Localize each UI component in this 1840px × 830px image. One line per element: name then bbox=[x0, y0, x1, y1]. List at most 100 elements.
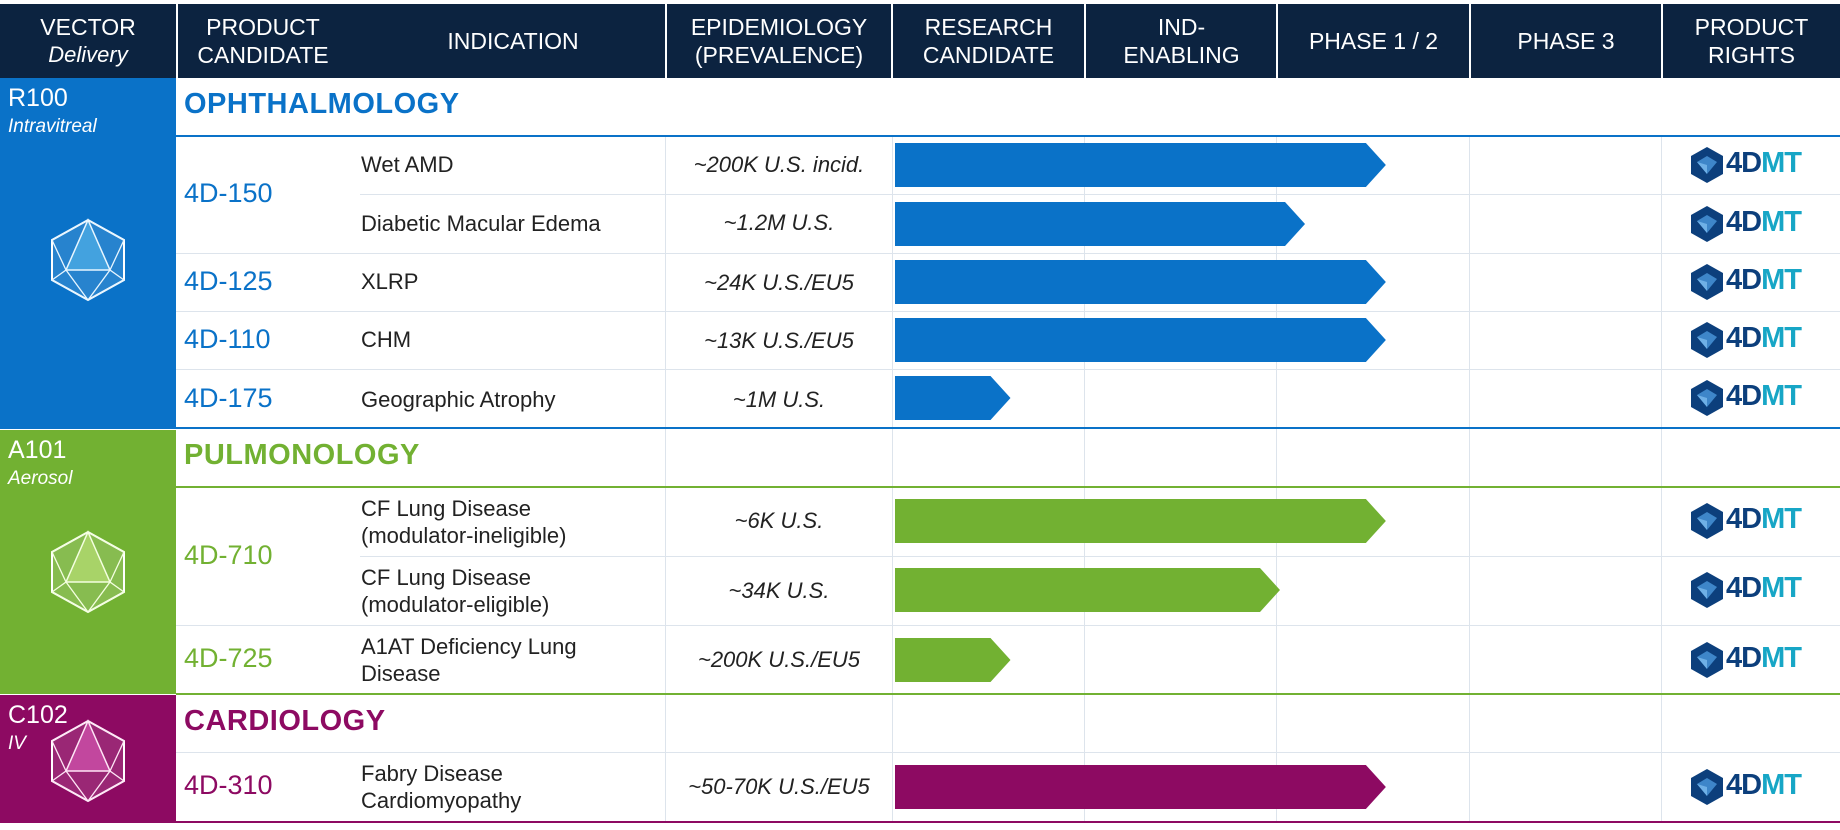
grid-line bbox=[1469, 136, 1470, 822]
section-divider bbox=[176, 427, 1840, 429]
rights-logo-text-mt: MT bbox=[1761, 147, 1802, 179]
indication-label: Geographic Atrophy bbox=[361, 387, 556, 412]
header-divider bbox=[176, 4, 178, 78]
indication-line: Fabry Disease bbox=[361, 761, 503, 786]
rights-logo-text: 4DMT bbox=[1726, 380, 1802, 413]
header-product-candidate-line2: CANDIDATE bbox=[197, 42, 329, 68]
header-divider bbox=[1084, 4, 1086, 78]
candidate-4d-125: 4D-125 bbox=[184, 266, 273, 296]
grid-line bbox=[1084, 136, 1085, 822]
rights-logo-text: 4DMT bbox=[1726, 642, 1802, 675]
hexagon-icon bbox=[1691, 380, 1723, 416]
header-product-candidate: PRODUCT CANDIDATE bbox=[178, 4, 348, 78]
vector-band-c102: C102 IV bbox=[0, 695, 176, 823]
vector-band-a101: A101 Aerosol bbox=[0, 430, 176, 694]
rights-logo-text-4d: 4D bbox=[1726, 206, 1762, 238]
indication-label: Diabetic Macular Edema bbox=[361, 211, 601, 236]
progress-bar bbox=[895, 765, 1386, 809]
rights-logo-text-mt: MT bbox=[1761, 206, 1802, 238]
hexagon-icon bbox=[1691, 503, 1723, 539]
indication-label: CHM bbox=[361, 327, 412, 352]
epidemiology-value: ~1M U.S. bbox=[732, 387, 826, 412]
epidemiology-value: ~6K U.S. bbox=[734, 508, 824, 533]
rights-logo-4dmt: 4DMT bbox=[1690, 641, 1810, 679]
section-divider bbox=[176, 821, 1840, 823]
header-product-rights-line1: PRODUCT bbox=[1694, 14, 1809, 40]
rights-logo-4dmt: 4DMT bbox=[1690, 321, 1810, 359]
icosahedron-icon bbox=[50, 530, 126, 614]
epidemiology-value: ~13K U.S./EU5 bbox=[704, 328, 854, 353]
header-product-candidate-line1: PRODUCT bbox=[206, 14, 320, 40]
candidate-4d-110: 4D-110 bbox=[184, 324, 271, 354]
grid-line bbox=[892, 136, 893, 822]
rights-logo-text-4d: 4D bbox=[1726, 322, 1762, 354]
indication-line: (modulator-ineligible) bbox=[361, 523, 567, 548]
rights-logo-text: 4DMT bbox=[1726, 147, 1802, 180]
rights-logo-4dmt: 4DMT bbox=[1690, 263, 1810, 301]
indication-label: Wet AMD bbox=[361, 152, 454, 177]
epidemiology-value: ~1.2M U.S. bbox=[723, 210, 835, 235]
header-epidemiology-line1: EPIDEMIOLOGY bbox=[690, 14, 868, 40]
section-title-pulmonology: PULMONOLOGY bbox=[184, 439, 420, 471]
indication-line: Disease bbox=[361, 661, 441, 686]
header-indication: INDICATION bbox=[360, 4, 666, 78]
rights-logo-4dmt: 4DMT bbox=[1690, 502, 1810, 540]
progress-bar bbox=[895, 376, 1011, 420]
indication-label: Fabry Disease Cardiomyopathy bbox=[361, 760, 521, 814]
header-divider bbox=[665, 4, 667, 78]
rights-logo-text-mt: MT bbox=[1761, 642, 1802, 674]
indication-line: CF Lung Disease bbox=[361, 565, 531, 590]
rights-logo-text-4d: 4D bbox=[1726, 642, 1762, 674]
vector-delivery: IV bbox=[8, 733, 26, 754]
grid-line bbox=[1276, 136, 1277, 822]
rights-logo-text-mt: MT bbox=[1761, 264, 1802, 296]
vector-code: R100 bbox=[8, 84, 68, 112]
header-product-rights-line2: RIGHTS bbox=[1708, 42, 1795, 68]
progress-bar bbox=[895, 638, 1011, 682]
indication-label: XLRP bbox=[361, 269, 419, 294]
progress-bar bbox=[895, 143, 1386, 187]
rights-logo-text: 4DMT bbox=[1726, 264, 1802, 297]
row-divider bbox=[360, 194, 1840, 195]
rights-logo-4dmt: 4DMT bbox=[1690, 205, 1810, 243]
candidate-4d-710: 4D-710 bbox=[184, 540, 273, 570]
header-vector-sub: Delivery bbox=[48, 42, 128, 67]
vector-delivery: Intravitreal bbox=[8, 116, 97, 137]
header-vector: VECTOR Delivery bbox=[0, 4, 176, 78]
rights-logo-text: 4DMT bbox=[1726, 572, 1802, 605]
header-divider bbox=[1469, 4, 1471, 78]
header-stage-line2: CANDIDATE bbox=[922, 42, 1055, 68]
header-vector-label: VECTOR bbox=[40, 14, 136, 40]
rights-logo-text: 4DMT bbox=[1726, 769, 1802, 802]
rights-logo-text-4d: 4D bbox=[1726, 503, 1762, 535]
hexagon-icon bbox=[1691, 206, 1723, 242]
rights-logo-text-4d: 4D bbox=[1726, 769, 1762, 801]
header-epidemiology-line2: (PREVALENCE) bbox=[694, 42, 864, 68]
hexagon-icon bbox=[1691, 642, 1723, 678]
icosahedron-icon bbox=[50, 719, 126, 803]
section-title-cardiology: CARDIOLOGY bbox=[184, 705, 386, 737]
row-divider bbox=[360, 556, 1840, 557]
header-stage-line1: PHASE 1 / 2 bbox=[1308, 28, 1439, 54]
section-divider bbox=[176, 486, 1840, 488]
header-stage-line1: IND- bbox=[1157, 14, 1206, 40]
rights-logo-text-4d: 4D bbox=[1726, 264, 1762, 296]
epidemiology-value: ~200K U.S. incid. bbox=[693, 152, 865, 177]
row-divider bbox=[176, 311, 1840, 312]
header-stage-line2: ENABLING bbox=[1123, 42, 1240, 68]
section-divider bbox=[176, 135, 1840, 137]
rights-logo-text-mt: MT bbox=[1761, 572, 1802, 604]
section-divider bbox=[176, 693, 1840, 695]
candidate-4d-725: 4D-725 bbox=[184, 643, 273, 673]
rights-logo-text: 4DMT bbox=[1726, 503, 1802, 536]
progress-bar bbox=[895, 318, 1386, 362]
epidemiology-value: ~34K U.S. bbox=[728, 578, 830, 603]
icosahedron-icon bbox=[50, 218, 126, 302]
rights-logo-text-4d: 4D bbox=[1726, 380, 1762, 412]
hexagon-icon bbox=[1691, 264, 1723, 300]
header-epidemiology: EPIDEMIOLOGY (PREVALENCE) bbox=[667, 4, 891, 78]
header-stage-phase-3: PHASE 3 bbox=[1471, 4, 1661, 78]
header-stage-ind-enabling: IND- ENABLING bbox=[1086, 4, 1277, 78]
vector-delivery: Aerosol bbox=[8, 468, 73, 489]
